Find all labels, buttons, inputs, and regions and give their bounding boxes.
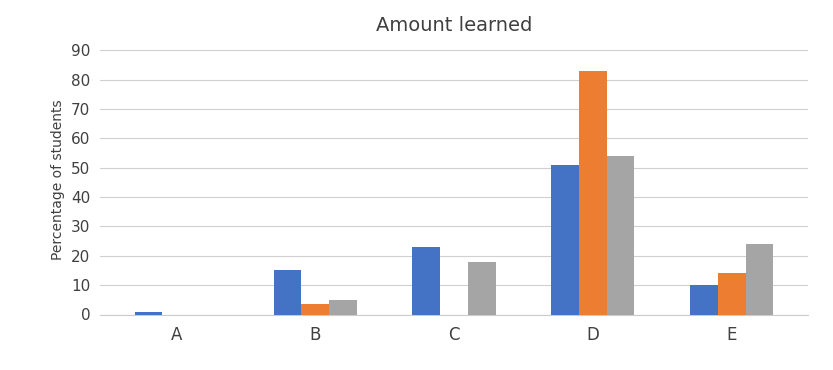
Bar	[606, 156, 635, 314]
Y-axis label: Percentage of students: Percentage of students	[52, 99, 65, 260]
Bar	[135, 312, 162, 314]
Bar	[551, 165, 579, 314]
Bar	[273, 270, 302, 314]
Bar	[468, 262, 496, 314]
Title: Amount learned: Amount learned	[376, 16, 532, 34]
Bar	[329, 300, 357, 314]
Bar	[718, 273, 746, 314]
Bar	[302, 304, 329, 314]
Bar	[746, 244, 773, 314]
Bar	[412, 247, 440, 314]
Bar	[690, 285, 718, 314]
Bar	[579, 71, 606, 314]
